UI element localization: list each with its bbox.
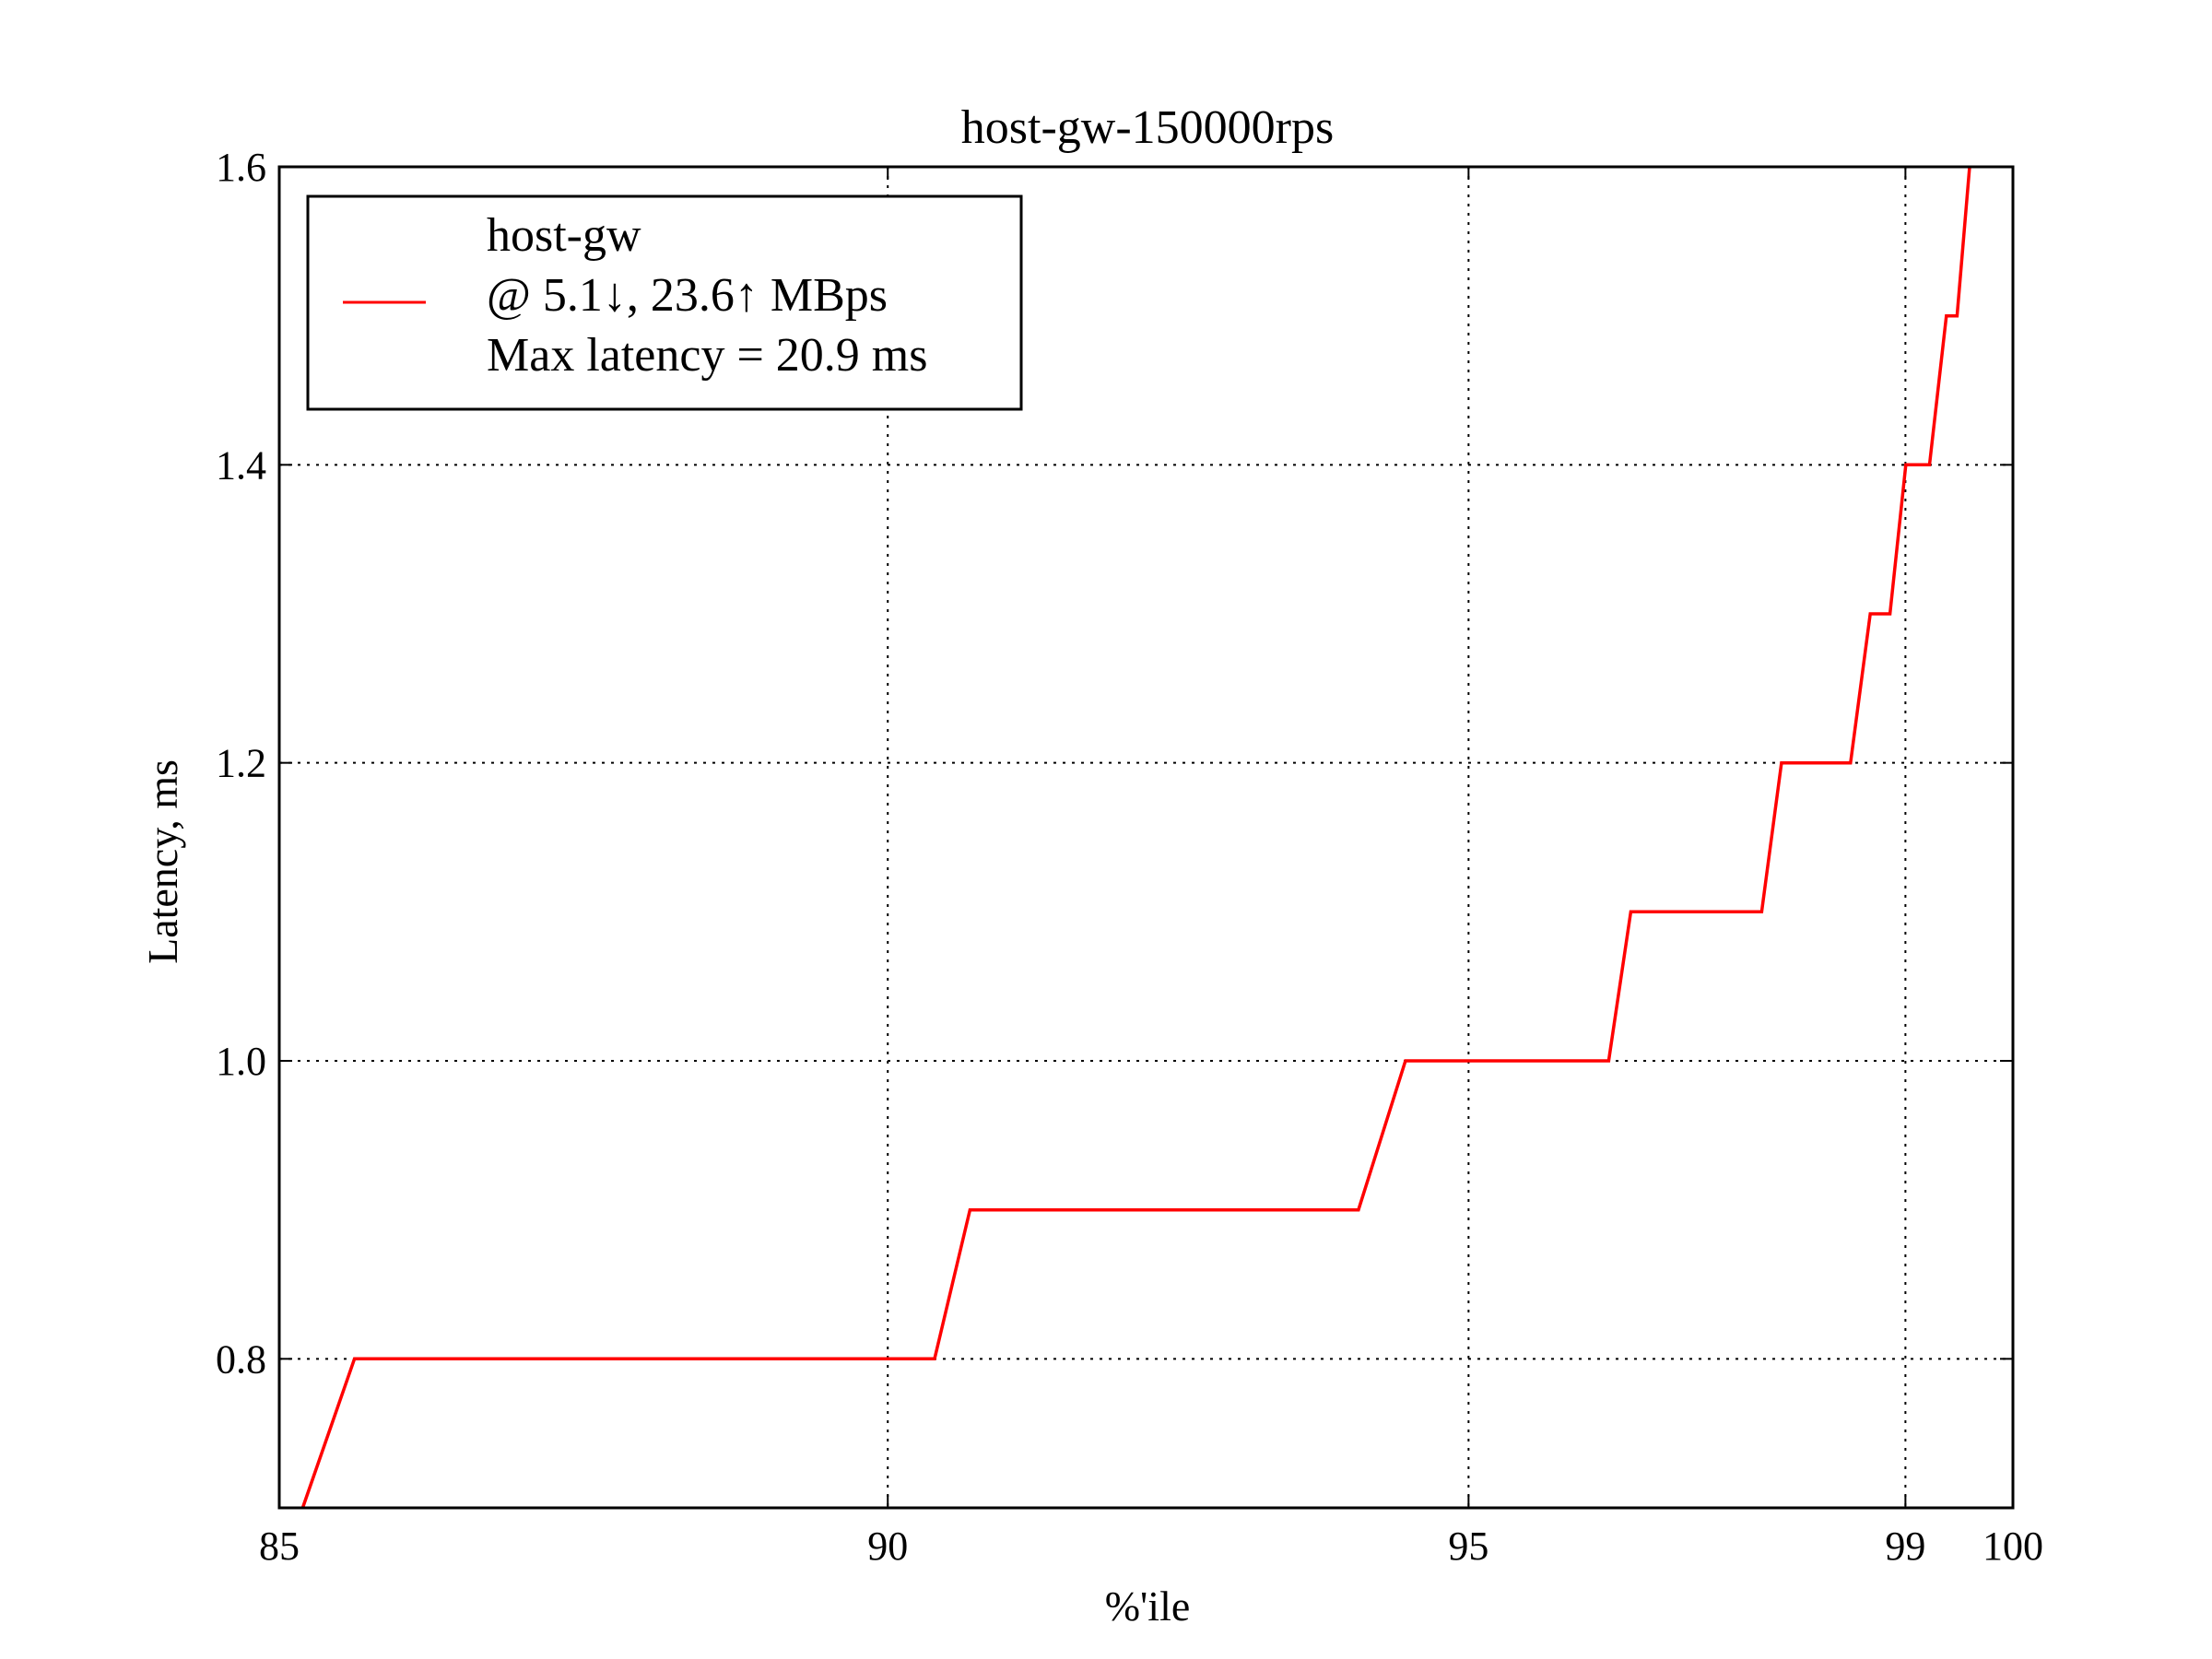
chart-title: host-gw-150000rps xyxy=(961,101,1334,154)
legend-line-1: host-gw xyxy=(487,209,641,262)
y-tick-label: 0.8 xyxy=(216,1336,266,1382)
legend: host-gw @ 5.1↓, 23.6↑ MBps Max latency =… xyxy=(306,194,1023,411)
x-axis-label: %'ile xyxy=(1105,1583,1191,1630)
x-tick-label: 90 xyxy=(867,1524,908,1569)
y-tick-label: 1.2 xyxy=(216,741,266,786)
legend-line-2: @ 5.1↓, 23.6↑ MBps xyxy=(487,269,888,322)
x-tick-label: 95 xyxy=(1448,1524,1488,1569)
legend-box xyxy=(306,194,1023,411)
axis-ticks: 1.6 1.4 1.2 1.0 0.8 85 90 95 99 100 xyxy=(216,145,2043,1569)
series-layer xyxy=(300,166,1971,1509)
y-tick-label: 1.6 xyxy=(216,145,266,190)
series-line-host-gw xyxy=(300,166,1971,1509)
legend-line-3: Max latency = 20.9 ms xyxy=(487,329,927,382)
y-tick-label: 1.0 xyxy=(216,1039,266,1084)
x-tick-label: 85 xyxy=(259,1524,300,1569)
plot-frame xyxy=(277,165,2015,1510)
y-tick-label: 1.4 xyxy=(216,442,266,488)
y-axis-label: Latency, ms xyxy=(139,759,186,964)
x-tick-label: 99 xyxy=(1885,1524,1925,1569)
x-tick-label: 100 xyxy=(1983,1524,2043,1569)
